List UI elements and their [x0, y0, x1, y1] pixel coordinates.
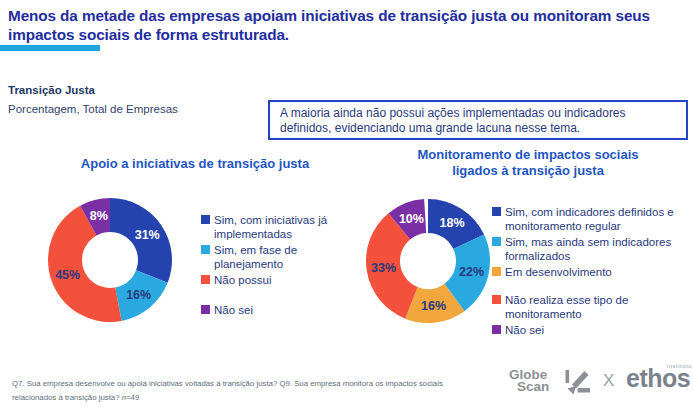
legend-label: Sim, com indicadores definidos e monitor…: [505, 205, 693, 233]
legend-label: Não sei: [214, 303, 253, 317]
donut-segment-label: 31%: [135, 228, 160, 242]
ethos-logo: instituto ethos: [626, 363, 693, 391]
legend-label: Não sei: [505, 323, 544, 337]
legend-swatch: [201, 275, 210, 284]
page-title: Menos da metade das empresas apoiam inic…: [8, 6, 692, 44]
donut-segment-label: 8%: [90, 209, 108, 223]
legend-item: Em desenvolvimento: [492, 265, 693, 279]
donut-segment-label: 18%: [440, 216, 465, 230]
chart-title-left: Apoio a iniciativas de transição justa: [30, 156, 360, 172]
callout-box: A maioria ainda não possui ações impleme…: [268, 100, 688, 140]
globescan-logo: Globe Scan: [509, 369, 549, 393]
donut-segment-label: 16%: [126, 288, 151, 302]
legend-swatch: [492, 237, 501, 246]
legend-swatch: [201, 305, 210, 314]
legend-swatch: [201, 245, 210, 254]
chart-title-right: Monitoramento de impactos sociaisligados…: [368, 147, 688, 179]
footnote-line1: Q7. Sua empresa desenvolve ou apoia inic…: [12, 377, 482, 391]
legend-label: Sim, mas ainda sem indicadores formaliza…: [505, 235, 693, 263]
globescan-wordmark: Globe Scan: [509, 369, 549, 393]
donut-segment-label: 16%: [421, 299, 446, 313]
legend-item: Não sei: [201, 303, 361, 317]
donut-segment-label: 33%: [371, 261, 396, 275]
legend-swatch: [492, 207, 501, 216]
legend-item: Não sei: [492, 323, 693, 337]
donut-chart-right: 18% 22% 16% 33% 10%: [360, 193, 496, 329]
globescan-arrows-icon: [564, 367, 594, 396]
donut-segment-label: 45%: [55, 268, 80, 282]
legend-item: Não realiza esse tipo de monitoramento: [492, 293, 693, 321]
logo-separator: X: [603, 371, 614, 391]
ethos-wordmark: ethos: [626, 364, 690, 392]
donut-segment-label: 22%: [459, 265, 484, 279]
legend-label: Sim, com iniciativas já implementadas: [214, 213, 361, 241]
legend-swatch: [201, 215, 210, 224]
footnote: Q7. Sua empresa desenvolve ou apoia inic…: [12, 377, 482, 405]
section-heading: Transição Justa: [8, 84, 95, 96]
legend-right: Sim, com indicadores definidos e monitor…: [492, 205, 693, 339]
legend-swatch: [492, 325, 501, 334]
legend-item: Sim, com indicadores definidos e monitor…: [492, 205, 693, 233]
donut-chart-left: 31% 16% 45% 8%: [42, 192, 178, 328]
title-accent-bar: [0, 45, 100, 51]
legend-item: Sim, com iniciativas já implementadas: [201, 213, 361, 241]
legend-label: Não realiza esse tipo de monitoramento: [505, 293, 693, 321]
footnote-line2: relacionados à transição justa? n=49: [12, 391, 482, 405]
section-subheading: Porcentagem, Total de Empresas: [8, 103, 178, 115]
legend-label: Não possui: [214, 273, 272, 287]
legend-swatch: [492, 295, 501, 304]
legend-item: Não possui: [201, 273, 361, 287]
legend-item: Sim, mas ainda sem indicadores formaliza…: [492, 235, 693, 263]
donut-segment-label: 10%: [399, 212, 424, 226]
legend-left: Sim, com iniciativas já implementadasSim…: [201, 213, 361, 319]
legend-item: Sim, em fase de planejamento: [201, 243, 361, 271]
legend-swatch: [492, 267, 501, 276]
legend-label: Em desenvolvimento: [505, 265, 612, 279]
legend-label: Sim, em fase de planejamento: [214, 243, 361, 271]
